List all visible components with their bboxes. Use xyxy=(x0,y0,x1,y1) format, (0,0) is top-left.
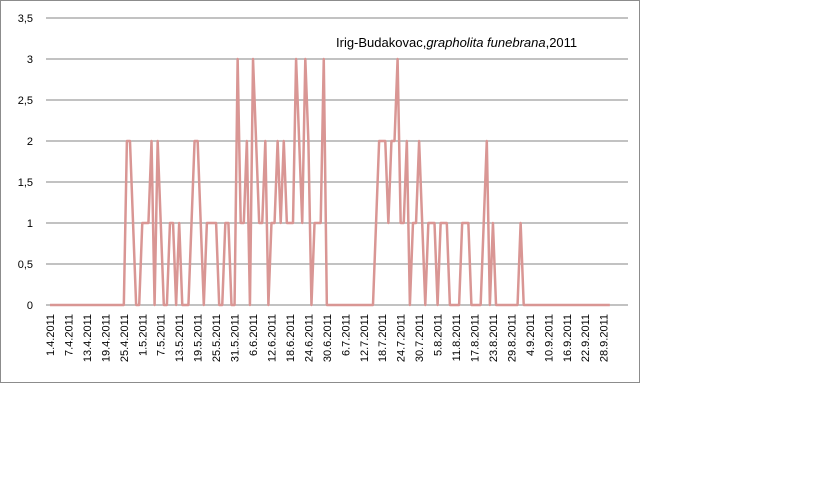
y-tick-label: 2 xyxy=(27,136,33,148)
x-tick-label: 13.4.2011 xyxy=(82,314,94,362)
title-species: grapholita funebrana xyxy=(426,35,545,50)
x-tick-label: 29.8.2011 xyxy=(506,314,518,362)
x-tick-label: 16.9.2011 xyxy=(562,314,574,362)
series-line-layer xyxy=(50,57,610,307)
y-tick-label: 3 xyxy=(27,54,33,66)
x-tick-label: 5.8.2011 xyxy=(433,314,445,356)
title-suffix: ,2011 xyxy=(546,35,578,50)
x-tick-label: 28.9.2011 xyxy=(599,314,611,362)
y-tick-label: 1,5 xyxy=(18,177,33,189)
y-tick-label: 1 xyxy=(27,218,33,230)
x-axis-tick-labels: 1.4.2011 7.4.2011 13.4.2011 19.4.2011 25.4.2… xyxy=(45,314,611,362)
y-axis-tick-labels: 0 0,5 1 1,5 2 2,5 3 3,5 xyxy=(18,13,33,312)
chart-svg: 0 0,5 1 1,5 2 2,5 3 3,5 1.4.2011 7.4.2011 13.4.20… xyxy=(18,13,628,362)
y-tick-label: 2,5 xyxy=(18,95,33,107)
x-tick-label: 19.4.2011 xyxy=(100,314,112,362)
x-tick-label: 25.4.2011 xyxy=(119,314,131,362)
x-tick-label: 30.7.2011 xyxy=(414,314,426,362)
x-tick-label: 18.7.2011 xyxy=(377,314,389,362)
chart-title: Irig-Budakovac,grapholita funebrana,2011 xyxy=(336,35,577,50)
title-prefix: Irig-Budakovac, xyxy=(336,35,426,50)
series-line xyxy=(50,57,610,307)
x-tick-label: 12.7.2011 xyxy=(359,314,371,362)
x-tick-label: 18.6.2011 xyxy=(285,314,297,362)
x-tick-label: 6.7.2011 xyxy=(340,314,352,356)
x-tick-label: 1.5.2011 xyxy=(137,314,149,356)
x-tick-label: 4.9.2011 xyxy=(525,314,537,356)
x-tick-label: 25.5.2011 xyxy=(211,314,223,362)
x-tick-label: 7.5.2011 xyxy=(156,314,168,356)
x-tick-label: 11.8.2011 xyxy=(451,314,463,361)
x-tick-label: 12.6.2011 xyxy=(266,314,278,362)
x-tick-label: 24.7.2011 xyxy=(396,314,408,362)
x-tick-label: 10.9.2011 xyxy=(543,314,555,362)
x-tick-label: 24.6.2011 xyxy=(303,314,315,362)
y-tick-label: 0 xyxy=(27,300,33,312)
x-tick-label: 17.8.2011 xyxy=(469,314,481,362)
chart-area: 0 0,5 1 1,5 2 2,5 3 3,5 1.4.2011 7.4.2011 13.4.20… xyxy=(0,0,640,383)
y-tick-label: 3,5 xyxy=(18,13,33,25)
x-tick-label: 7.4.2011 xyxy=(63,314,75,356)
x-tick-label: 13.5.2011 xyxy=(174,314,186,362)
x-tick-label: 6.6.2011 xyxy=(248,314,260,356)
x-tick-label: 22.9.2011 xyxy=(580,314,592,362)
x-tick-label: 19.5.2011 xyxy=(193,314,205,362)
x-tick-label: 31.5.2011 xyxy=(230,314,242,362)
x-tick-label: 23.8.2011 xyxy=(488,314,500,362)
x-tick-label: 30.6.2011 xyxy=(322,314,334,362)
y-tick-label: 0,5 xyxy=(18,259,33,271)
x-tick-label: 1.4.2011 xyxy=(45,314,57,356)
